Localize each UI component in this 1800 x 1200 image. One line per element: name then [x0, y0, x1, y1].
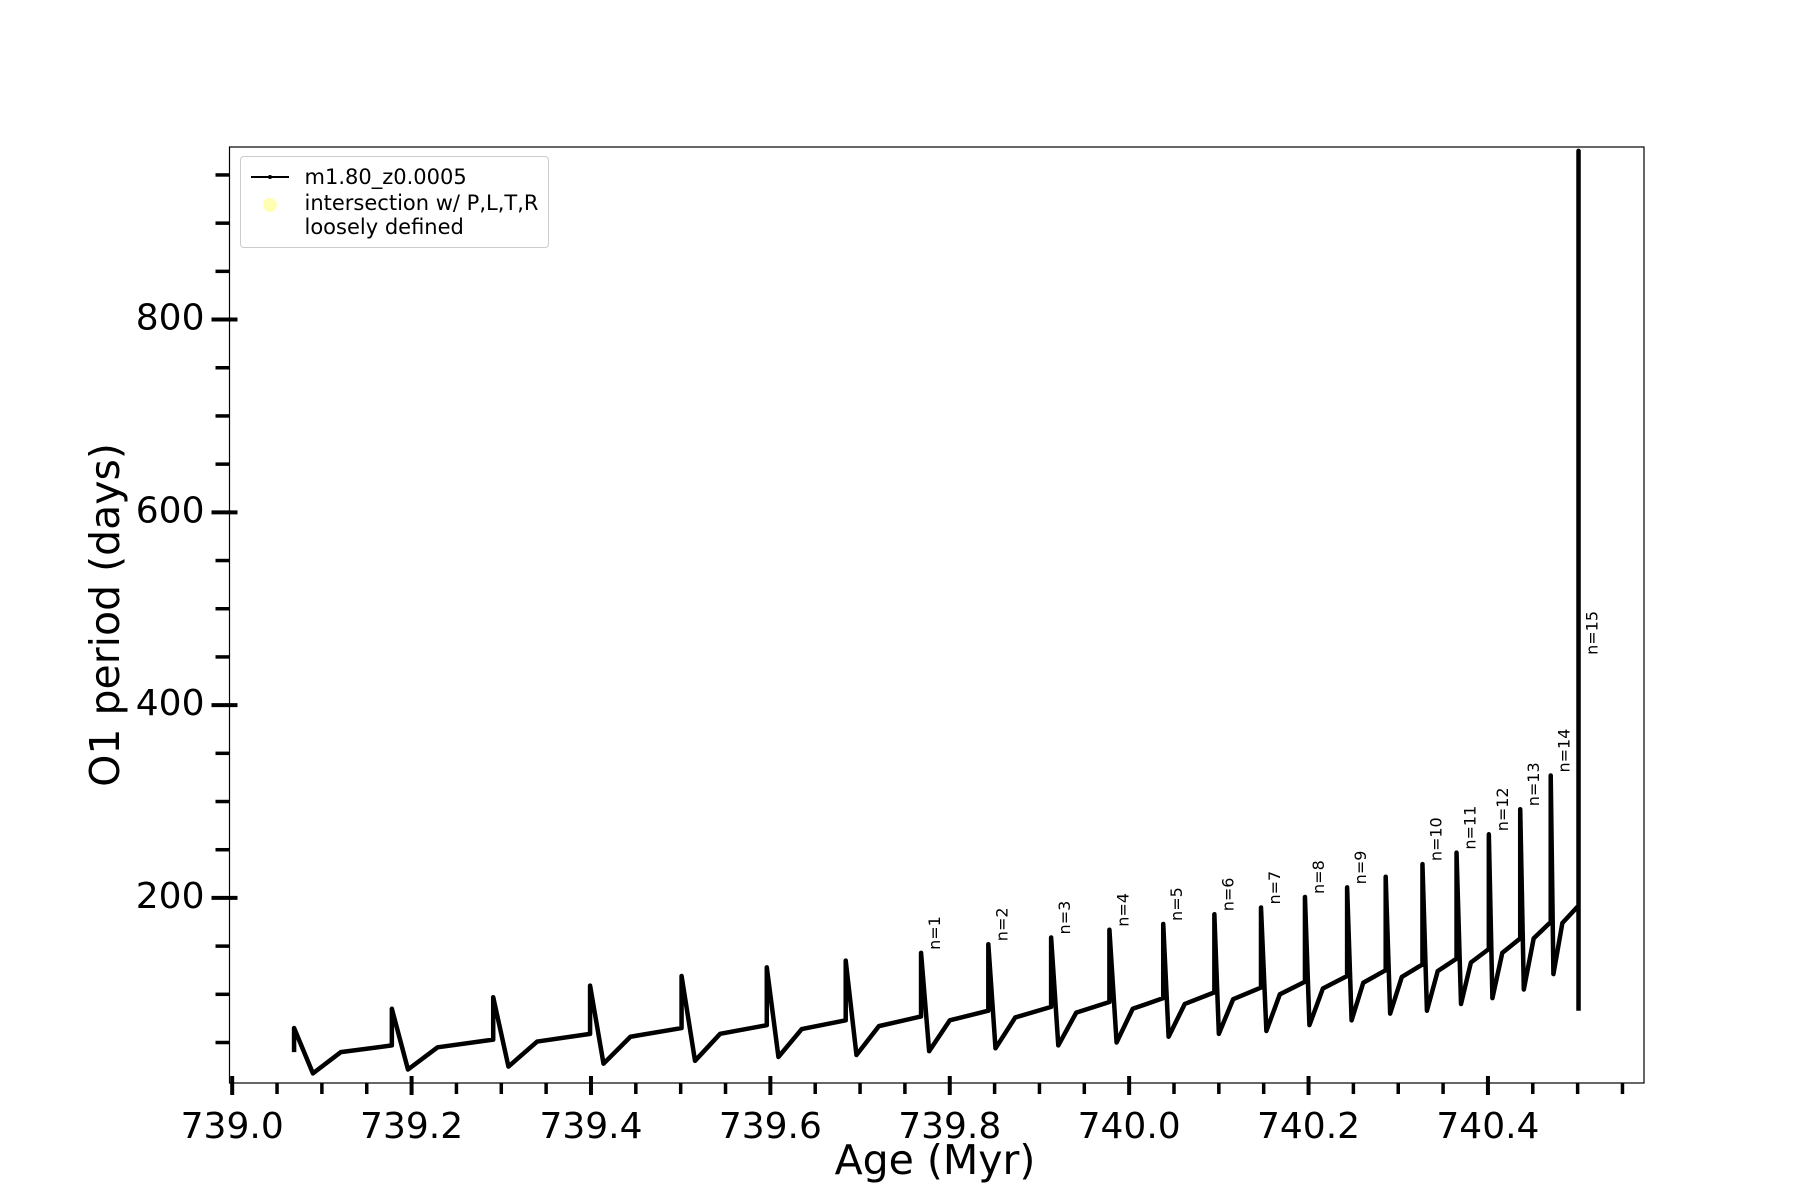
x-tick-label: 740.0: [1078, 1106, 1181, 1147]
x-tick-label: 740.2: [1257, 1106, 1360, 1147]
x-tick-label: 740.4: [1436, 1106, 1539, 1147]
legend-entry: m1.80_z0.0005: [249, 165, 539, 189]
annotation: n=11: [1461, 806, 1480, 850]
y-tick-label: 800: [136, 298, 205, 339]
plot-area: [291, 148, 1581, 1076]
annotation: n=7: [1265, 871, 1284, 905]
legend-entry: intersection w/ P,L,T,R loosely defined: [249, 191, 539, 239]
annotation: n=10: [1426, 817, 1445, 861]
annotation: n=6: [1218, 878, 1237, 912]
legend-swatch: [262, 198, 277, 212]
x-tick-label: 739.8: [898, 1106, 1001, 1147]
legend-marker: [267, 175, 272, 179]
annotation: n=14: [1555, 729, 1574, 773]
x-axis-label: Age (Myr): [835, 1136, 1036, 1184]
y-tick-label: 600: [136, 490, 205, 531]
annotation: n=1: [925, 916, 944, 950]
x-tick-label: 739.4: [539, 1106, 642, 1147]
annotation: n=5: [1167, 887, 1186, 921]
annotation: n=4: [1113, 893, 1132, 927]
annotation: n=12: [1493, 787, 1512, 831]
x-tick-label: 739.0: [181, 1106, 284, 1147]
legend-label: intersection w/ P,L,T,R loosely defined: [304, 191, 539, 239]
y-axis-label: O1 period (days): [81, 443, 129, 787]
annotation: n=2: [992, 907, 1011, 941]
annotation: n=13: [1524, 762, 1543, 806]
data-line: [291, 148, 1581, 1076]
annotation: n=9: [1351, 851, 1370, 885]
annotation: n=15: [1583, 611, 1602, 655]
legend-label: m1.80_z0.0005: [304, 165, 467, 189]
x-tick-label: 739.2: [360, 1106, 463, 1147]
legend-marker: [262, 198, 277, 212]
annotation: n=3: [1055, 901, 1074, 935]
plot-frame: [228, 146, 1645, 1084]
legend: m1.80_z0.0005 intersection w/ P,L,T,R loo…: [239, 156, 550, 248]
y-tick-label: 400: [136, 683, 205, 724]
x-tick-label: 739.6: [719, 1106, 822, 1147]
legend-swatch: [250, 175, 289, 179]
y-tick-label: 200: [136, 876, 205, 917]
annotation: n=8: [1309, 860, 1328, 894]
